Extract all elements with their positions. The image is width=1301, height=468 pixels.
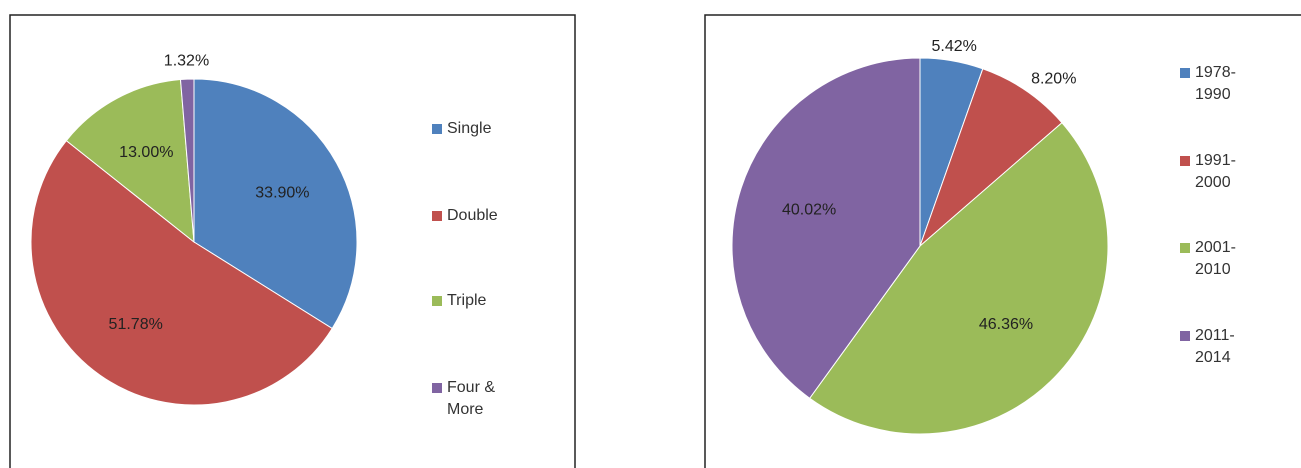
legend-label: Double xyxy=(447,207,498,224)
legend-swatch xyxy=(1180,68,1190,78)
data-label: 8.20% xyxy=(1031,70,1076,87)
legend-label: 1991-2000 xyxy=(1195,152,1236,191)
legend-item: 2011-2014 xyxy=(1180,325,1253,369)
pie-slice xyxy=(808,122,1109,435)
legend-swatch xyxy=(432,124,442,134)
legend-swatch xyxy=(432,383,442,393)
legend-label: Four & More xyxy=(447,379,496,418)
legend-item: Single xyxy=(432,118,527,140)
legend-item: Four & More xyxy=(432,377,527,421)
legend-swatch xyxy=(1180,243,1190,253)
legend-swatch xyxy=(1180,331,1190,341)
pie-slice xyxy=(731,57,921,399)
legend-item: 2001-2010 xyxy=(1180,237,1253,281)
chart-frame xyxy=(9,14,576,468)
legend-item: 1991-2000 xyxy=(1180,150,1253,194)
legend-label: Single xyxy=(447,120,492,137)
legend-item: 1978-1990 xyxy=(1180,62,1253,106)
data-label: 51.78% xyxy=(109,316,163,333)
data-label: 13.00% xyxy=(119,144,173,161)
legend-item: Triple xyxy=(432,290,527,312)
data-label: 1.32% xyxy=(164,52,209,69)
legend-item: Double xyxy=(432,205,527,227)
legend-label: 2001-2010 xyxy=(1195,239,1236,278)
legend-label: Triple xyxy=(447,292,487,309)
legend-label: 2011-2014 xyxy=(1195,327,1235,366)
legend-label: 1978-1990 xyxy=(1195,64,1236,103)
data-label: 40.02% xyxy=(782,201,836,218)
data-label: 46.36% xyxy=(979,316,1033,333)
chart-frame xyxy=(704,14,1301,468)
data-label: 5.42% xyxy=(932,38,977,55)
pie-slice xyxy=(30,139,333,406)
pie-slice xyxy=(918,68,1063,248)
pie-slice xyxy=(65,79,195,244)
legend-swatch xyxy=(432,296,442,306)
pie-slice xyxy=(179,78,195,243)
pie-slice xyxy=(193,78,358,330)
data-label: 33.90% xyxy=(255,184,309,201)
legend-swatch xyxy=(1180,156,1190,166)
legend-swatch xyxy=(432,211,442,221)
